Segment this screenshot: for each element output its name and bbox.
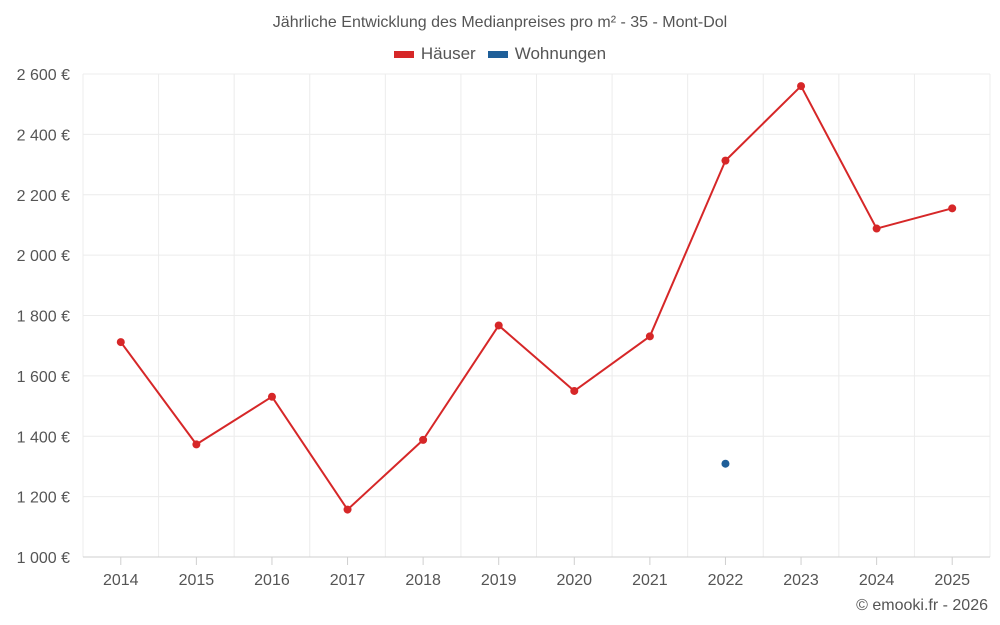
chart-title: Jährliche Entwicklung des Medianpreises …	[272, 14, 728, 31]
legend-item-haeuser[interactable]: Häuser	[393, 44, 476, 64]
y-tick-label: 2 000 €	[17, 248, 70, 265]
data-point-series-0	[116, 338, 125, 347]
y-tick-label: 2 200 €	[17, 188, 70, 205]
x-tick-label: 2025	[934, 572, 970, 589]
y-tick-label: 1 400 €	[17, 429, 70, 446]
data-point-series-0	[494, 321, 503, 330]
data-point-series-0	[570, 386, 579, 395]
data-point-series-0	[343, 505, 352, 514]
x-tick-label: 2024	[859, 572, 895, 589]
y-tick-label: 2 600 €	[17, 67, 70, 84]
data-point-series-0	[192, 440, 201, 449]
x-tick-label: 2016	[254, 572, 290, 589]
data-point-series-0	[872, 224, 881, 233]
legend-swatch-haeuser	[393, 50, 414, 58]
x-tick-label: 2023	[783, 572, 819, 589]
series-line-0	[119, 85, 953, 511]
x-tick-label: 2020	[556, 572, 592, 589]
x-tick-label: 2017	[330, 572, 366, 589]
y-tick-label: 1 200 €	[17, 490, 70, 507]
credit-text: © emooki.fr - 2026	[856, 597, 988, 614]
x-tick-label: 2015	[179, 572, 215, 589]
legend-label-haeuser: Häuser	[420, 44, 476, 63]
legend-item-wohnungen[interactable]: Wohnungen	[487, 44, 607, 64]
data-point-series-0	[948, 204, 957, 213]
x-tick-label: 2018	[405, 572, 441, 589]
y-tick-label: 1 600 €	[17, 369, 70, 386]
legend: Häuser Wohnungen	[0, 44, 1000, 64]
y-tick-label: 1 000 €	[17, 550, 70, 567]
legend-swatch-wohnungen	[487, 50, 508, 58]
data-point-series-1	[721, 459, 730, 468]
data-point-series-0	[797, 82, 806, 91]
data-point-series-0	[419, 435, 428, 444]
data-point-series-0	[721, 156, 730, 165]
data-point-series-0	[267, 392, 276, 401]
y-tick-label: 2 400 €	[17, 127, 70, 144]
x-tick-label: 2022	[708, 572, 744, 589]
legend-label-wohnungen: Wohnungen	[514, 44, 607, 63]
x-tick-label: 2021	[632, 572, 668, 589]
y-tick-label: 1 800 €	[17, 309, 70, 326]
x-tick-label: 2014	[103, 572, 139, 589]
x-tick-label: 2019	[481, 572, 517, 589]
data-point-series-0	[645, 332, 654, 341]
